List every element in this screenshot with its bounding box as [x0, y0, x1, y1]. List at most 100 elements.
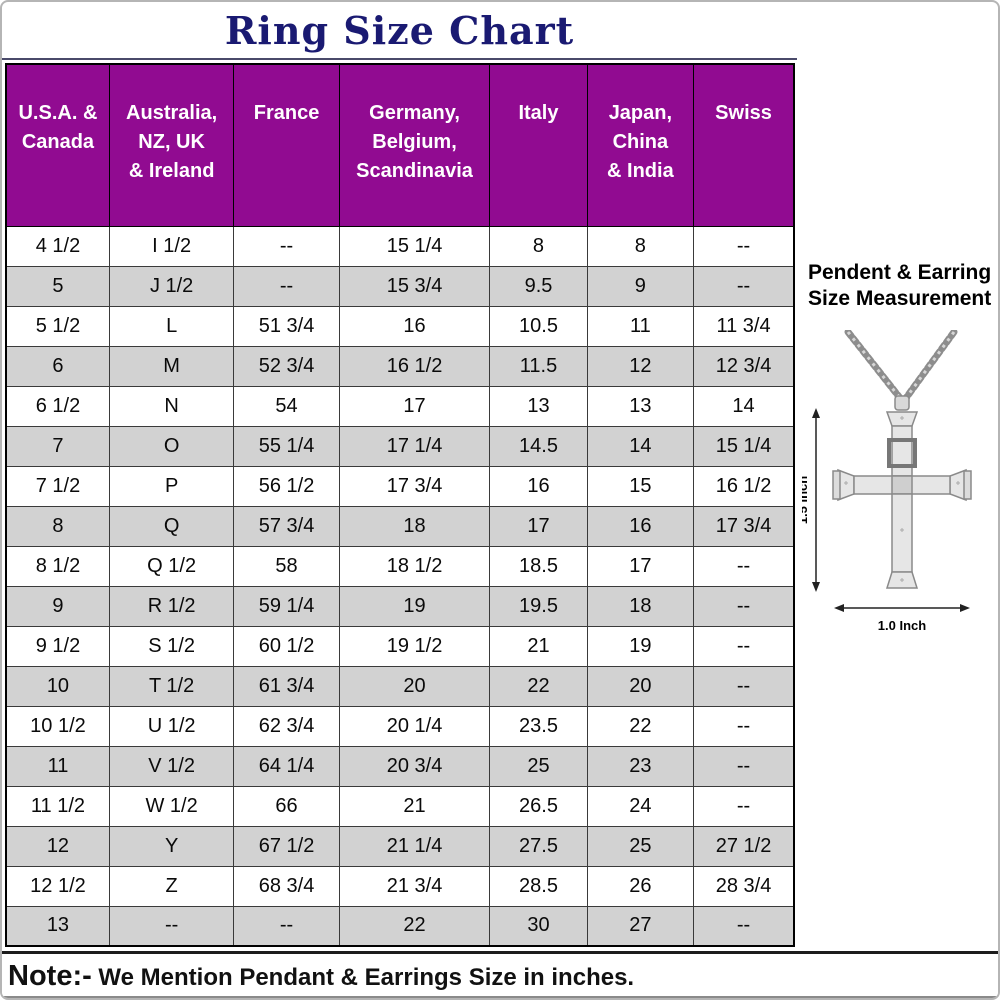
table-cell: 15 1/4	[693, 425, 795, 467]
height-label: 1.5 Inch	[802, 476, 810, 524]
title-divider	[2, 58, 797, 60]
table-cell: 16 1/2	[338, 345, 491, 387]
table-cell: --	[693, 265, 795, 307]
table-row: 11 1/2 W 1/2 66 21 26.5 24 --	[5, 785, 795, 827]
table-cell: 8	[489, 225, 588, 267]
table-cell: 14.5	[489, 425, 588, 467]
table-cell: 66	[233, 785, 340, 827]
table-cell: 13	[5, 905, 110, 947]
table-cell: 10	[5, 665, 110, 707]
table-cell: 16	[489, 465, 588, 507]
table-cell: --	[233, 265, 340, 307]
column-header: Italy	[489, 63, 588, 227]
pendant-title-line2: Size Measurement	[808, 287, 992, 311]
table-cell: 9.5	[489, 265, 588, 307]
table-cell: 28 3/4	[693, 865, 795, 907]
table-cell: U 1/2	[108, 705, 235, 747]
table-cell: 22	[586, 705, 695, 747]
table-row: 10 T 1/2 61 3/4 20 22 20 --	[5, 665, 795, 707]
table-cell: 12	[586, 345, 695, 387]
cross-pendant-icon	[832, 395, 972, 589]
table-cell: 4 1/2	[5, 225, 110, 267]
table-cell: L	[108, 305, 235, 347]
table-cell: 11	[5, 745, 110, 787]
note-prefix: Note:-	[8, 960, 92, 992]
table-cell: --	[693, 745, 795, 787]
ring-size-table: U.S.A. & Canada Australia, NZ, UK & Irela…	[5, 63, 795, 947]
table-cell: --	[693, 905, 795, 947]
column-header: Japan, China & India	[586, 63, 695, 227]
table-cell: 11 1/2	[5, 785, 110, 827]
table-cell: 8	[5, 505, 110, 547]
table-cell: M	[108, 345, 235, 387]
table-cell: 5 1/2	[5, 305, 110, 347]
table-cell: 59 1/4	[233, 585, 340, 627]
height-arrow	[812, 408, 820, 592]
table-cell: 20	[338, 665, 491, 707]
table-cell: 64 1/4	[233, 745, 340, 787]
table-cell: 21 3/4	[338, 865, 491, 907]
table-cell: 15 3/4	[338, 265, 491, 307]
table-cell: 24	[586, 785, 695, 827]
table-cell: 18.5	[489, 545, 588, 587]
table-cell: 7 1/2	[5, 465, 110, 507]
table-cell: 16 1/2	[693, 465, 795, 507]
table-cell: 20	[586, 665, 695, 707]
table-cell: Y	[108, 825, 235, 867]
table-cell: 11	[586, 305, 695, 347]
table-cell: --	[693, 225, 795, 267]
table-cell: 5	[5, 265, 110, 307]
table-cell: 18	[338, 505, 491, 547]
pendant-illustration: 1.5 Inch 1.0 Inch	[802, 330, 972, 633]
column-header: Australia, NZ, UK & Ireland	[108, 63, 235, 227]
table-cell: 20 3/4	[338, 745, 491, 787]
table-cell: 56 1/2	[233, 465, 340, 507]
table-cell: 57 3/4	[233, 505, 340, 547]
table-cell: 23.5	[489, 705, 588, 747]
table-cell: 21 1/4	[338, 825, 491, 867]
header-row: U.S.A. & Canada Australia, NZ, UK & Irela…	[5, 63, 795, 227]
table-cell: 21	[489, 625, 588, 667]
table-cell: 22	[338, 905, 491, 947]
table-cell: 54	[233, 385, 340, 427]
table-cell: I 1/2	[108, 225, 235, 267]
table-row: 13 -- -- 22 30 27 --	[5, 905, 795, 947]
table-cell: 9	[5, 585, 110, 627]
table-cell: 15 1/4	[338, 225, 491, 267]
table-cell: 6 1/2	[5, 385, 110, 427]
table-row: 8 1/2 Q 1/2 58 18 1/2 18.5 17 --	[5, 545, 795, 587]
chain-icon	[844, 330, 958, 402]
table-cell: 68 3/4	[233, 865, 340, 907]
table-cell: 17 3/4	[693, 505, 795, 547]
table-cell: 26.5	[489, 785, 588, 827]
table-cell: 19	[338, 585, 491, 627]
table-cell: N	[108, 385, 235, 427]
table-cell: 19 1/2	[338, 625, 491, 667]
table-cell: J 1/2	[108, 265, 235, 307]
table-cell: 7	[5, 425, 110, 467]
table-cell: O	[108, 425, 235, 467]
table-cell: --	[693, 665, 795, 707]
table-cell: 22	[489, 665, 588, 707]
column-header: France	[233, 63, 340, 227]
table-row: 8 Q 57 3/4 18 17 16 17 3/4	[5, 505, 795, 547]
table-cell: 52 3/4	[233, 345, 340, 387]
table-cell: 17	[489, 505, 588, 547]
column-header: U.S.A. & Canada	[5, 63, 110, 227]
table-cell: Z	[108, 865, 235, 907]
table-cell: 17	[338, 385, 491, 427]
table-cell: --	[233, 905, 340, 947]
table-cell: 19.5	[489, 585, 588, 627]
table-cell: P	[108, 465, 235, 507]
table-cell: 20 1/4	[338, 705, 491, 747]
table-cell: 55 1/4	[233, 425, 340, 467]
table-cell: 27	[586, 905, 695, 947]
table-row: 5 1/2 L 51 3/4 16 10.5 11 11 3/4	[5, 305, 795, 347]
table-cell: --	[233, 225, 340, 267]
table-cell: 18	[586, 585, 695, 627]
table-cell: R 1/2	[108, 585, 235, 627]
table-cell: 10 1/2	[5, 705, 110, 747]
table-cell: --	[108, 905, 235, 947]
table-cell: V 1/2	[108, 745, 235, 787]
table-row: 4 1/2 I 1/2 -- 15 1/4 8 8 --	[5, 225, 795, 267]
